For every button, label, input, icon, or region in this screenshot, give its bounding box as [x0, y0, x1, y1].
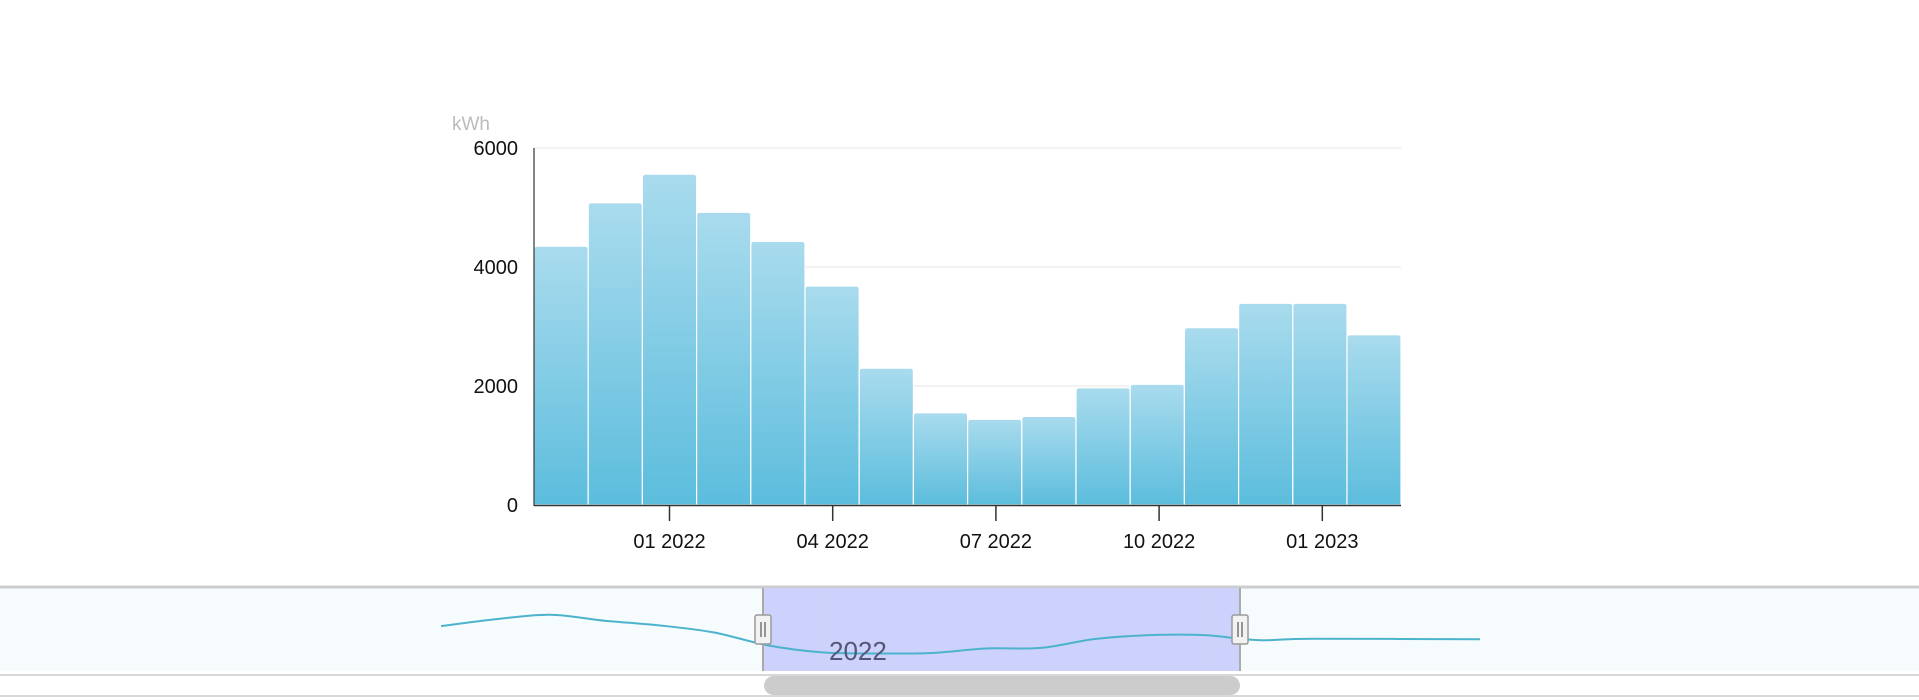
x-tick-label: 07 2022 [960, 531, 1032, 553]
bar-01-2022 [696, 211, 752, 506]
bar-07-2022 [1021, 415, 1077, 506]
y-tick-label: 4000 [474, 257, 519, 279]
navigator-handle-left[interactable] [754, 614, 772, 645]
bar-01-2023 [1346, 334, 1402, 506]
bar-09-2022 [1129, 383, 1185, 506]
navigator-year-label: 2022 [829, 636, 887, 666]
bar-10-2022 [1183, 327, 1240, 506]
y-axis-unit-label: kWh [452, 114, 490, 135]
bar-series [533, 173, 1402, 506]
scrollbar-thumb[interactable] [764, 676, 1240, 695]
navigator-handle-right[interactable] [1231, 614, 1249, 645]
bar-11-2021 [587, 202, 643, 506]
bar-12-2021 [641, 173, 698, 506]
x-tick-label: 04 2022 [797, 531, 869, 553]
y-tick-label: 6000 [474, 138, 519, 160]
bar-08-2022 [1075, 387, 1131, 506]
bar-10-2021 [533, 245, 589, 506]
bar-12-2022 [1292, 302, 1348, 506]
x-tick-label: 01 2022 [633, 531, 705, 553]
y-tick-label: 0 [507, 495, 518, 517]
bar-04-2022 [858, 367, 914, 506]
y-axis-ticks: 0 2000 4000 6000 [474, 138, 519, 517]
navigator-selection-mask[interactable] [763, 588, 1240, 671]
bar-02-2022 [750, 240, 806, 506]
y-tick-label: 2000 [474, 376, 519, 398]
x-tick-label: 01 2023 [1286, 531, 1358, 553]
x-axis-ticks: 01 2022 04 2022 07 2022 10 2022 01 2023 [633, 505, 1358, 553]
bar-05-2022 [912, 412, 969, 506]
x-tick-label: 10 2022 [1123, 531, 1195, 553]
bar-03-2022 [804, 285, 860, 506]
bar-11-2022 [1238, 302, 1294, 506]
bar-06-2022 [967, 418, 1023, 506]
